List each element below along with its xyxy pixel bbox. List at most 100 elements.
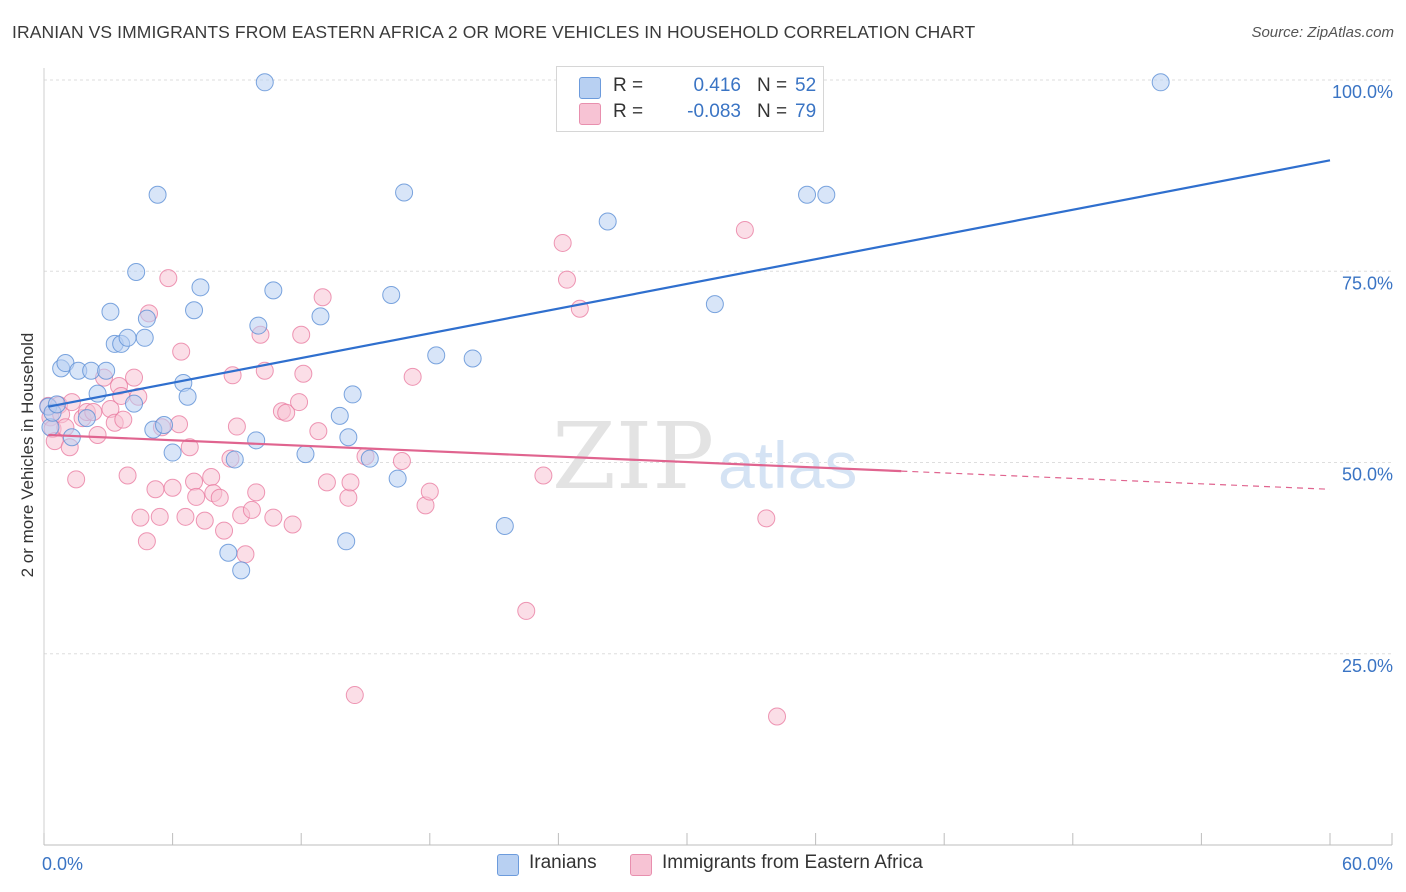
tick-labels: 25.0% 50.0% 75.0% 100.0% 0.0% 60.0% <box>42 82 1393 874</box>
correlation-legend: R = 0.416 N = 52 R = -0.083 N = 79 <box>556 66 824 132</box>
data-point-iranians <box>163 443 182 462</box>
data-point-iranians <box>125 394 144 413</box>
data-point-eastern-africa <box>392 451 411 470</box>
legend-r-label: R = <box>613 75 644 96</box>
data-point-eastern-africa <box>227 417 246 436</box>
legend-r-value: 0.416 <box>693 75 741 96</box>
legend-n-label: N = <box>757 101 788 122</box>
data-point-eastern-africa <box>735 220 754 239</box>
chart-title: IRANIAN VS IMMIGRANTS FROM EASTERN AFRIC… <box>12 22 976 42</box>
data-point-eastern-africa <box>180 438 199 457</box>
data-point-eastern-africa <box>309 422 328 441</box>
data-point-iranians <box>118 328 137 347</box>
legend-r-label: R = <box>613 101 644 122</box>
data-point-eastern-africa <box>163 478 182 497</box>
trend-line-iranians <box>48 159 1331 408</box>
data-point-iranians <box>360 449 379 468</box>
x-tick-label-max: 60.0% <box>1342 854 1393 874</box>
data-point-eastern-africa <box>264 508 283 527</box>
data-point-eastern-africa <box>294 364 313 383</box>
data-point-eastern-africa <box>146 480 165 499</box>
data-point-eastern-africa <box>553 233 572 252</box>
data-point-iranians <box>82 361 101 380</box>
data-point-iranians <box>148 185 167 204</box>
legend-n-value: 79 <box>795 101 817 122</box>
data-point-eastern-africa <box>236 545 255 564</box>
watermark: ZIP atlas <box>552 403 857 510</box>
data-point-iranians <box>388 469 407 488</box>
data-point-iranians <box>135 328 154 347</box>
data-point-iranians <box>463 349 482 368</box>
data-point-eastern-africa <box>292 325 311 344</box>
data-point-iranians <box>395 183 414 202</box>
data-point-iranians <box>296 445 315 464</box>
data-point-eastern-africa <box>185 472 204 491</box>
data-point-eastern-africa <box>150 507 169 526</box>
data-point-iranians <box>247 431 266 450</box>
trend-line-eastern-africa <box>48 433 902 473</box>
y-axis-label: 2 or more Vehicles in Household <box>18 332 37 578</box>
data-point-eastern-africa <box>403 367 422 386</box>
y-tick-label: 75.0% <box>1342 273 1393 293</box>
data-point-eastern-africa <box>137 532 156 551</box>
data-point-eastern-africa <box>210 488 229 507</box>
data-point-iranians <box>88 384 107 403</box>
data-point-eastern-africa <box>341 473 360 492</box>
data-point-iranians <box>178 387 197 406</box>
data-point-iranians <box>330 406 349 425</box>
data-point-iranians <box>77 409 96 428</box>
data-point-iranians <box>343 385 362 404</box>
data-point-eastern-africa <box>317 473 336 492</box>
data-point-eastern-africa <box>534 466 553 485</box>
data-point-iranians <box>1151 73 1170 92</box>
data-point-eastern-africa <box>187 487 206 506</box>
data-point-eastern-africa <box>345 686 364 705</box>
data-point-eastern-africa <box>283 515 302 534</box>
data-point-iranians <box>219 543 238 562</box>
data-point-iranians <box>337 532 356 551</box>
data-point-eastern-africa <box>242 500 261 519</box>
data-point-eastern-africa <box>118 466 137 485</box>
series-legend: Iranians Immigrants from Eastern Africa <box>0 852 1406 878</box>
data-point-iranians <box>225 450 244 469</box>
data-point-iranians <box>798 185 817 204</box>
legend-label-eastern-africa: Immigrants from Eastern Africa <box>662 852 923 873</box>
data-point-iranians <box>255 73 274 92</box>
data-point-iranians <box>495 516 514 535</box>
data-point-eastern-africa <box>277 403 296 422</box>
data-point-iranians <box>705 295 724 314</box>
data-point-iranians <box>101 302 120 321</box>
data-point-eastern-africa <box>67 470 86 489</box>
y-tick-label: 25.0% <box>1342 656 1393 676</box>
data-point-eastern-africa <box>768 707 787 726</box>
data-point-eastern-africa <box>170 415 189 434</box>
legend-n-value: 52 <box>795 75 817 96</box>
data-point-iranians <box>598 212 617 231</box>
data-point-iranians <box>264 281 283 300</box>
data-point-iranians <box>185 301 204 320</box>
data-point-iranians <box>427 346 446 365</box>
data-point-eastern-africa <box>114 410 133 429</box>
data-point-iranians <box>249 316 268 335</box>
axes <box>43 68 1393 846</box>
data-point-eastern-africa <box>88 425 107 444</box>
data-point-eastern-africa <box>517 601 536 620</box>
data-point-iranians <box>127 263 146 282</box>
x-tick-label-min: 0.0% <box>42 854 83 874</box>
data-point-eastern-africa <box>313 288 332 307</box>
data-point-iranians <box>339 428 358 447</box>
data-point-iranians <box>97 361 116 380</box>
y-tick-label: 100.0% <box>1332 82 1393 102</box>
data-point-eastern-africa <box>202 468 221 487</box>
legend-swatch-blue <box>497 854 519 876</box>
legend-swatch-pink <box>630 854 652 876</box>
data-point-iranians <box>155 416 174 435</box>
data-point-eastern-africa <box>215 521 234 540</box>
data-point-eastern-africa <box>172 342 191 361</box>
data-point-eastern-africa <box>757 509 776 528</box>
data-point-iranians <box>311 307 330 326</box>
source-label: Source: ZipAtlas.com <box>1251 24 1394 41</box>
data-point-iranians <box>191 278 210 297</box>
data-point-eastern-africa <box>195 511 214 530</box>
legend-swatch-pink <box>579 103 601 125</box>
